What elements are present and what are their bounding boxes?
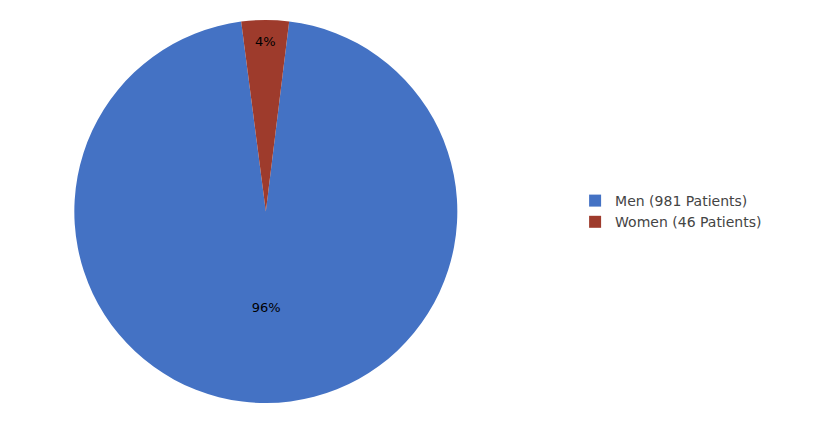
svg-text:Women (46 Patients): Women (46 Patients) (615, 214, 761, 230)
svg-text:Men (981 Patients): Men (981 Patients) (615, 193, 747, 209)
svg-text:4%: 4% (255, 34, 276, 49)
svg-text:96%: 96% (252, 300, 281, 315)
